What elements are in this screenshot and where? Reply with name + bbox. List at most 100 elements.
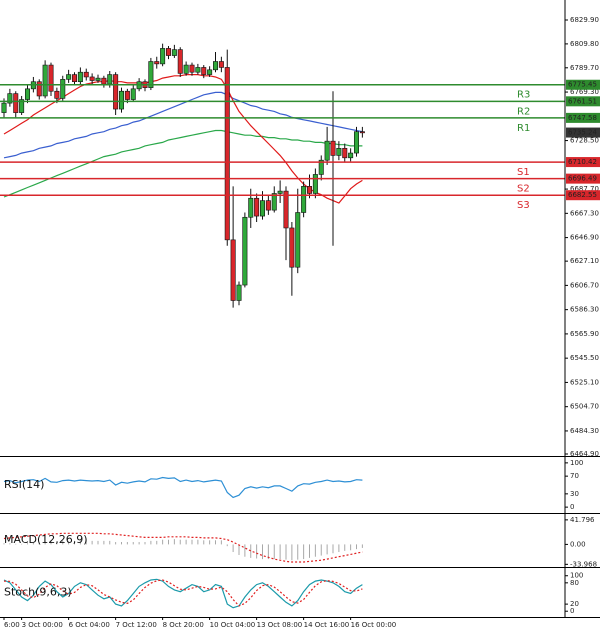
x-tick-label: 3 Oct 00:00: [22, 621, 63, 629]
x-tick-label: 16 Oct 00:00: [351, 621, 397, 629]
pivot-label: R2: [517, 106, 530, 117]
price-box-label: 6710.42: [568, 158, 597, 166]
candle-body: [166, 48, 172, 56]
candle-body: [171, 49, 177, 56]
candle-body: [195, 67, 201, 73]
candle-body: [348, 152, 354, 159]
candle-body: [289, 227, 295, 268]
y-tick-label: 6565.90: [570, 330, 599, 338]
price-box: [566, 112, 600, 123]
y-tick-label: 20: [570, 600, 579, 608]
y-tick-label: 6525.10: [570, 378, 599, 386]
candle-body: [312, 174, 318, 194]
y-tick-label: 6829.90: [570, 16, 599, 24]
x-tick-label: 14 Oct 16:00: [304, 621, 350, 629]
indicator-line: [3, 578, 363, 609]
y-tick-label: 70: [570, 472, 579, 480]
price-box: [566, 96, 600, 107]
candle-body: [230, 239, 236, 301]
x-tick-label: 7 Oct 12:00: [116, 621, 157, 629]
candle-body: [72, 74, 78, 83]
candle-body: [330, 140, 336, 156]
panel-title: Stoch(9,6,3): [4, 586, 72, 599]
candle-body: [130, 88, 136, 100]
y-tick-label: 6769.30: [570, 88, 599, 96]
candle-body: [24, 88, 30, 100]
candle-body: [7, 93, 13, 104]
y-tick-label: 6504.70: [570, 403, 599, 411]
indicator-line: [3, 91, 363, 159]
x-tick-label: 8 Oct 20:00: [163, 621, 204, 629]
candle-body: [259, 200, 265, 217]
candle-body: [248, 197, 254, 218]
candle-body: [119, 90, 125, 110]
candle-body: [60, 79, 66, 99]
candle-body: [359, 131, 365, 134]
pivot-label: R3: [517, 90, 530, 101]
x-tick-label: 13 Oct 08:00: [257, 621, 303, 629]
price-box: [566, 79, 600, 90]
candle-body: [265, 200, 271, 211]
price-box: [566, 157, 600, 168]
candle-body: [207, 69, 213, 75]
indicator-line: [3, 579, 363, 607]
y-tick-label: 6728.50: [570, 137, 599, 145]
indicator-line: [3, 532, 363, 563]
indicator-line: [3, 129, 363, 198]
y-tick-label: 6545.50: [570, 354, 599, 362]
candle-body: [42, 64, 48, 97]
y-tick-label: 6687.70: [570, 185, 599, 193]
candle-body: [124, 90, 130, 100]
price-box: [566, 173, 600, 184]
y-tick-label: 6809.80: [570, 40, 599, 48]
candle-body: [83, 71, 89, 78]
y-tick-label: 80: [570, 579, 579, 587]
candle-body: [148, 61, 154, 88]
candle-body: [236, 284, 242, 301]
price-box-label: 6775.45: [568, 81, 597, 89]
candle-body: [66, 74, 72, 80]
candle-body: [324, 140, 330, 161]
candle-body: [295, 212, 301, 268]
candle-body: [242, 216, 248, 286]
y-tick-label: 30: [570, 490, 579, 498]
y-tick-label: 6627.10: [570, 257, 599, 265]
candle-body: [107, 74, 113, 85]
y-tick-label: 6789.70: [570, 64, 599, 72]
y-tick-label: 6586.30: [570, 306, 599, 314]
y-tick-label: 0.00: [570, 540, 586, 548]
pivot-label: S2: [517, 184, 530, 195]
candle-body: [201, 67, 207, 75]
candle-body: [353, 131, 359, 154]
price-box-label: 6747.58: [568, 114, 597, 122]
candle-body: [277, 190, 283, 194]
y-tick-label: 6464.90: [570, 450, 599, 458]
last-price-label: 6735.24: [568, 129, 597, 137]
panel-title: MACD(12,26,9): [4, 533, 88, 546]
chart-layer: 6829.90 6809.80 6789.70 6769.30 6728.50 6687.…: [0, 16, 600, 629]
price-box: [566, 190, 600, 201]
y-tick-label: 100: [570, 572, 583, 580]
y-tick-label: 0: [570, 607, 574, 615]
candle-body: [19, 99, 25, 113]
candle-body: [13, 93, 19, 113]
candle-body: [160, 48, 166, 65]
pivot-label: R1: [517, 123, 530, 134]
candle-body: [183, 64, 189, 74]
y-tick-label: 6606.70: [570, 281, 599, 289]
candle-body: [301, 186, 307, 213]
y-tick-label: 6646.90: [570, 234, 599, 242]
candle-body: [54, 90, 60, 99]
candle-body: [95, 77, 101, 81]
candle-body: [89, 76, 95, 81]
pivot-label: S3: [517, 200, 530, 211]
candle-body: [218, 61, 224, 68]
candle-body: [77, 71, 83, 83]
candle-body: [48, 64, 54, 92]
pivot-label: S1: [517, 167, 530, 178]
x-tick-label: 6 Oct 04:00: [69, 621, 110, 629]
candle-body: [36, 81, 42, 97]
price-box-label: 6761.51: [568, 97, 597, 105]
